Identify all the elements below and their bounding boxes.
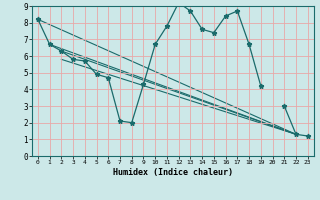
X-axis label: Humidex (Indice chaleur): Humidex (Indice chaleur): [113, 168, 233, 177]
